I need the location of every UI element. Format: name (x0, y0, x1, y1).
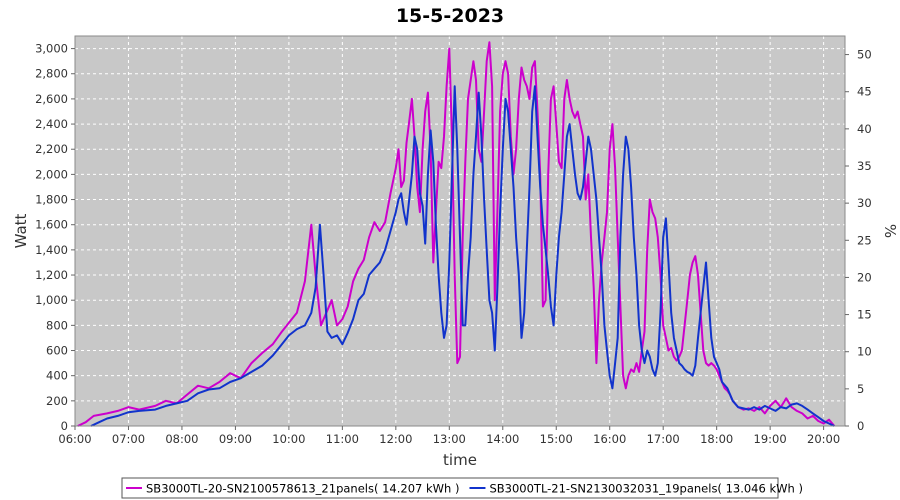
x-axis-title: time (443, 451, 477, 469)
y-tick-label: 1,200 (35, 268, 68, 282)
y-tick-label: 2,400 (35, 117, 68, 131)
x-tick-label: 06:00 (58, 432, 91, 446)
x-tick-label: 17:00 (647, 432, 680, 446)
y-tick-label: 1,400 (35, 243, 68, 257)
y2-tick-label: 50 (857, 48, 872, 62)
y2-tick-label: 30 (857, 196, 872, 210)
y2-tick-label: 25 (857, 233, 872, 247)
legend: SB3000TL-20-SN2100578613_21panels( 14.20… (121, 477, 803, 499)
y2-tick-label: 15 (857, 308, 872, 322)
y-tick-label: 1,600 (35, 218, 68, 232)
x-tick-label: 19:00 (754, 432, 787, 446)
y-tick-label: 2,200 (35, 142, 68, 156)
y-tick-label: 600 (46, 344, 68, 358)
x-tick-label: 13:00 (433, 432, 466, 446)
y2-tick-label: 45 (857, 85, 872, 99)
x-tick-label: 12:00 (379, 432, 412, 446)
y2-tick-label: 20 (857, 270, 872, 284)
y2-tick-label: 5 (857, 382, 864, 396)
series-lines (77, 41, 836, 427)
chart-title: 15-5-2023 (396, 5, 504, 27)
y-tick-label: 1,800 (35, 193, 68, 207)
y2-tick-label: 35 (857, 159, 872, 173)
x-tick-label: 07:00 (112, 432, 145, 446)
series-line-1 (77, 41, 836, 427)
y2-tick-label: 10 (857, 345, 872, 359)
y-tick-label: 800 (46, 318, 68, 332)
x-tick-label: 20:00 (807, 432, 840, 446)
series-line-2 (90, 85, 835, 427)
x-tick-label: 15:00 (540, 432, 573, 446)
legend-label-2: SB3000TL-21-SN2130032031_19panels( 13.04… (489, 482, 802, 496)
y-tick-label: 3,000 (35, 42, 68, 56)
x-tick-label: 10:00 (272, 432, 305, 446)
x-tick-label: 14:00 (486, 432, 519, 446)
x-axis: 06:00 07:00 08:00 09:00 10:00 11:00 12:00 13:00… (58, 426, 840, 446)
y-axis-title: Watt (12, 213, 30, 248)
y2-tick-label: 0 (857, 419, 864, 433)
legend-box (121, 477, 779, 499)
y2-axis-title: % (881, 224, 899, 238)
legend-label-1: SB3000TL-20-SN2100578613_21panels( 14.20… (146, 482, 459, 496)
x-tick-label: 11:00 (326, 432, 359, 446)
y-axis-left: 0 200 400 600 800 1,000 1,200 1,400 1,600 1,800 2,… (35, 42, 75, 433)
y2-tick-label: 40 (857, 122, 872, 136)
x-tick-label: 08:00 (165, 432, 198, 446)
x-tick-label: 16:00 (593, 432, 626, 446)
x-tick-label: 09:00 (219, 432, 252, 446)
y-axis-right: 0 5 10 15 20 25 30 35 40 45 50 (845, 48, 872, 433)
plot-frame (74, 35, 846, 427)
y-tick-label: 2,000 (35, 167, 68, 181)
y-tick-label: 1,000 (35, 293, 68, 307)
x-tick-label: 18:00 (700, 432, 733, 446)
y-tick-label: 200 (46, 394, 68, 408)
y-tick-label: 2,800 (35, 67, 68, 81)
y-tick-label: 400 (46, 369, 68, 383)
y-tick-label: 2,600 (35, 92, 68, 106)
y-tick-label: 0 (61, 419, 68, 433)
